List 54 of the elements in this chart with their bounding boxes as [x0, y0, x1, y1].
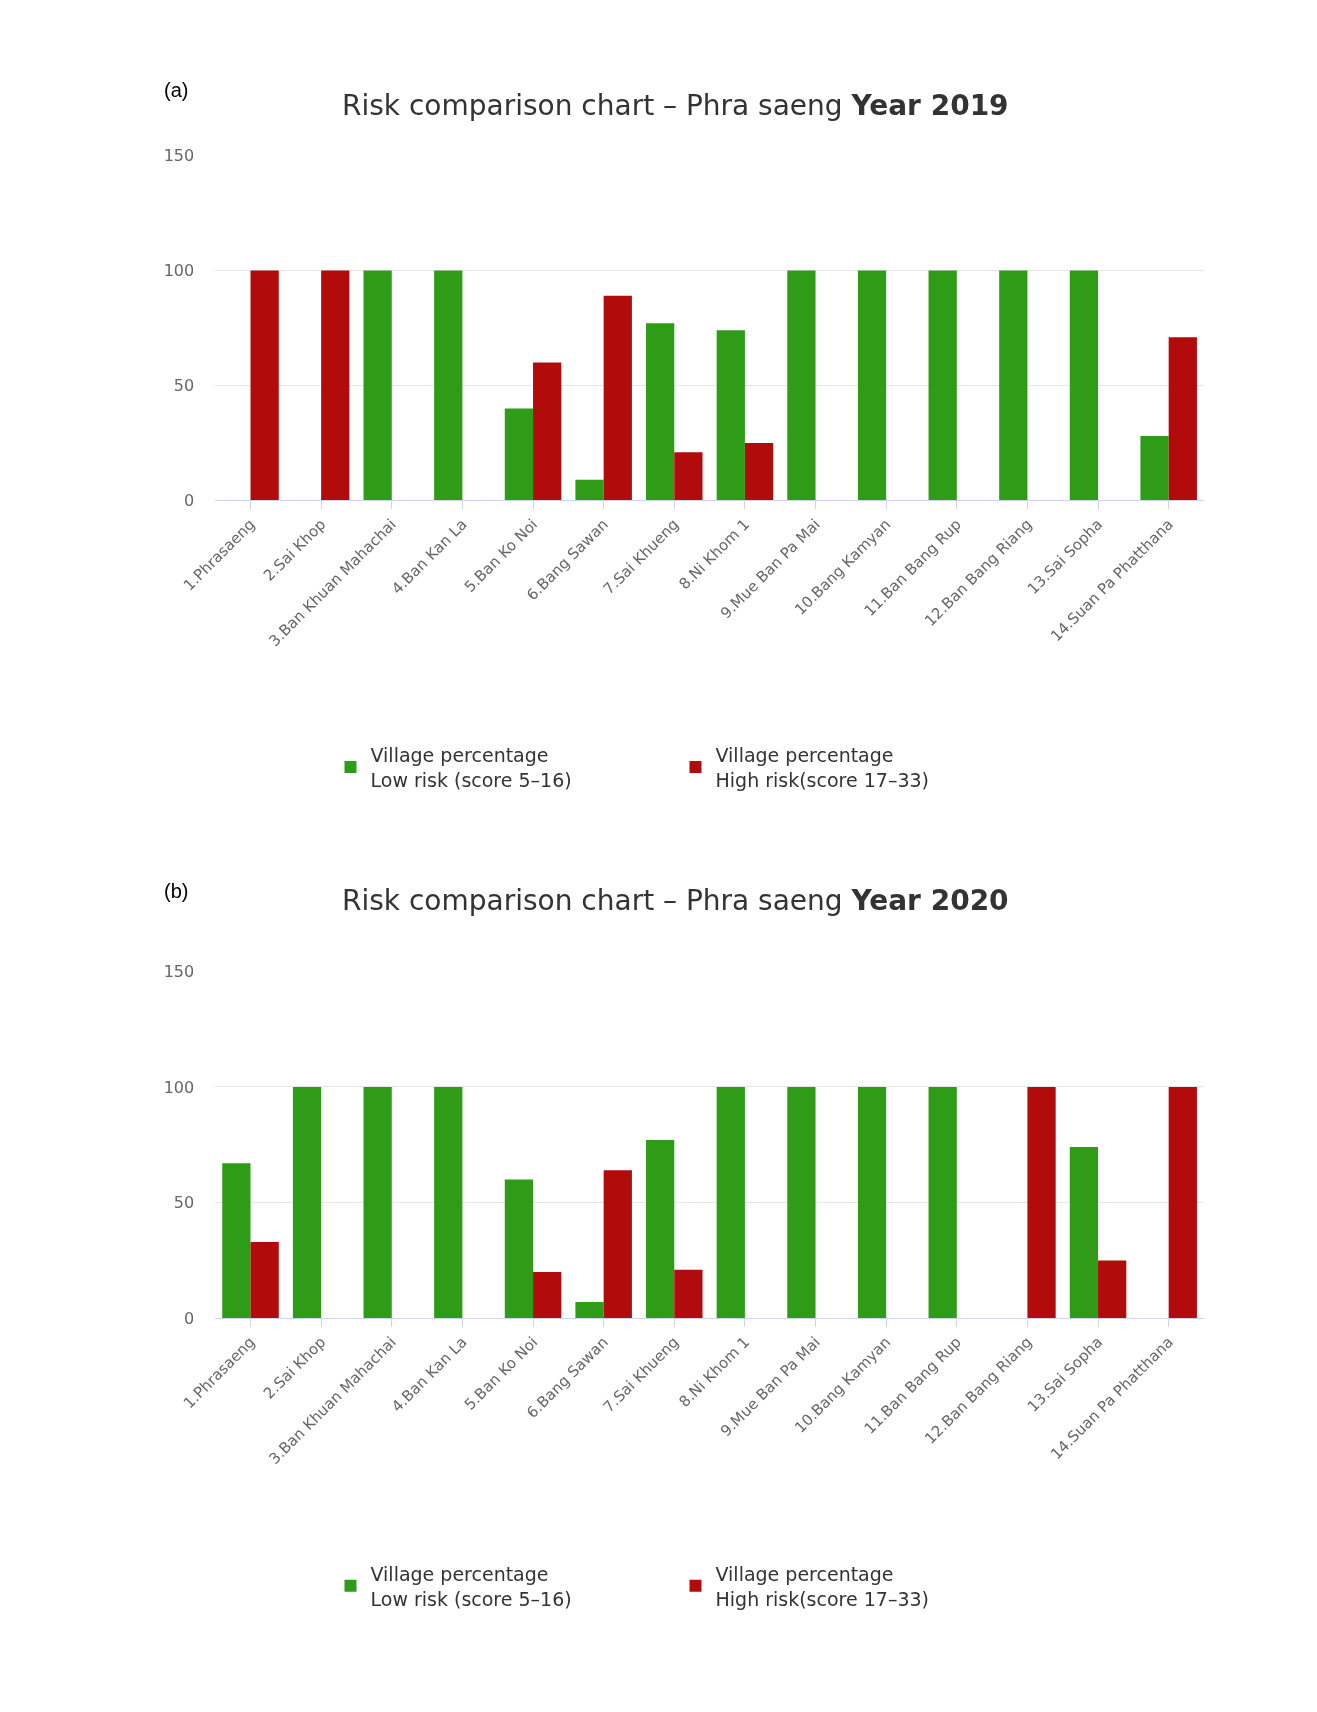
chart-title: Risk comparison chart – Phra saeng Year 2019: [342, 89, 1009, 122]
bar: [646, 323, 675, 501]
y-tick-label: 100: [163, 1077, 195, 1097]
bar: [674, 452, 703, 501]
bar: [1027, 1086, 1056, 1319]
bar: [250, 1241, 279, 1319]
text: (b): [164, 880, 189, 902]
bar: [716, 330, 745, 501]
bar: [1069, 270, 1099, 501]
bar: [1069, 1147, 1099, 1319]
y-tick-label: 50: [173, 376, 195, 396]
y-tick-label: 150: [163, 961, 195, 981]
y-tick-label: 150: [163, 145, 195, 165]
text: (a): [164, 79, 189, 101]
bar: [1168, 1086, 1197, 1319]
bar: [857, 1086, 887, 1319]
bar: [575, 1302, 604, 1319]
bar: [674, 1269, 703, 1319]
bar: [646, 1140, 675, 1319]
legend-label: Village percentage Low risk (score 5–16): [370, 744, 572, 791]
bar: [999, 270, 1028, 501]
bar: [787, 270, 816, 501]
bar: [533, 362, 562, 501]
legend-label: Village percentage Low risk (score 5–16): [370, 1562, 572, 1610]
bar: [1168, 337, 1197, 501]
legend-label: Village percentage High risk(score 17–33): [715, 1562, 929, 1610]
chart-title: Risk comparison chart – Phra saeng Year 2020: [342, 884, 1009, 917]
bar: [603, 295, 632, 501]
bar: [504, 1179, 534, 1319]
bar: [928, 1086, 957, 1319]
y-tick-label: 100: [163, 261, 195, 280]
bar: [434, 270, 463, 501]
bar: [1098, 1260, 1127, 1319]
y-tick-label: 0: [184, 491, 195, 511]
bar: [744, 442, 774, 501]
y-tick-label: 0: [184, 1308, 195, 1328]
bar: [533, 1272, 562, 1319]
bar: [250, 270, 279, 501]
bar: [363, 270, 392, 501]
bar: [321, 270, 350, 501]
bar: [603, 1170, 632, 1319]
bar: [222, 1163, 251, 1319]
bar: [504, 408, 534, 501]
bar: [575, 479, 604, 501]
y-tick-label: 50: [173, 1193, 195, 1213]
bar: [787, 1086, 816, 1319]
bar: [1140, 436, 1169, 501]
bar: [292, 1086, 322, 1319]
bar: [716, 1086, 745, 1319]
bar: [928, 270, 957, 501]
bar: [857, 270, 887, 501]
bar: [434, 1086, 463, 1319]
bar: [363, 1086, 392, 1319]
legend-label: Village percentage High risk(score 17–33): [715, 744, 929, 791]
